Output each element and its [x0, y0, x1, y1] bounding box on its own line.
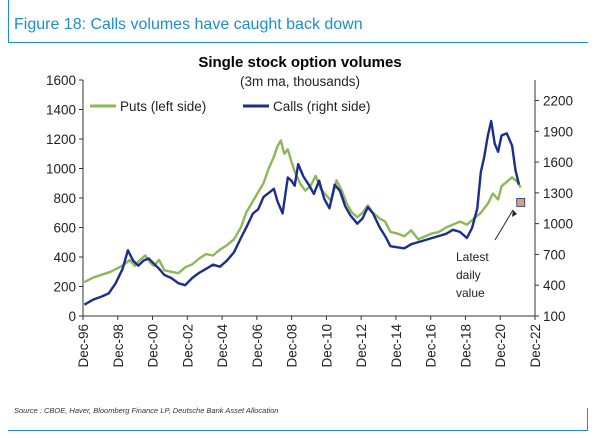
x-tick-label: Dec-14	[389, 324, 404, 368]
latest-daily-value-marker	[516, 198, 526, 207]
left-tick-label: 0	[68, 309, 76, 324]
frame-left-border	[8, 0, 9, 42]
x-tick-label: Dec-02	[180, 324, 195, 368]
right-tick-label: 1900	[543, 124, 573, 139]
x-tick-label: Dec-22	[528, 324, 543, 368]
right-tick-label: 1600	[543, 155, 573, 170]
frame-right-border	[587, 408, 588, 430]
left-tick-label: 1400	[46, 103, 76, 118]
right-tick-label: 700	[543, 247, 566, 262]
x-tick-label: Dec-08	[285, 324, 300, 368]
x-tick-label: Dec-12	[354, 324, 369, 368]
x-tick-label: Dec-16	[424, 324, 439, 368]
x-tick-label: Dec-10	[319, 324, 334, 368]
x-tick-label: Dec-04	[215, 324, 230, 368]
annotation-arrow-shaft	[494, 209, 514, 241]
legend-puts-label: Puts (left side)	[120, 99, 206, 114]
left-tick-label: 1600	[46, 73, 76, 88]
puts-series-line	[83, 139, 522, 284]
annotation-arrow-head	[512, 210, 518, 217]
x-tick-label: Dec-00	[146, 324, 161, 368]
left-tick-label: 1000	[46, 162, 76, 177]
annotation-line-3: value	[456, 286, 485, 300]
left-tick-label: 1200	[46, 132, 76, 147]
x-tick-label: Dec-20	[493, 324, 508, 368]
left-tick-label: 600	[53, 221, 76, 236]
x-tick-label: Dec-18	[458, 324, 473, 368]
left-tick-label: 400	[53, 250, 76, 265]
right-tick-label: 1300	[543, 186, 573, 201]
frame-top-border	[8, 42, 588, 43]
x-tick-label: Dec-98	[111, 324, 126, 368]
figure-title: Figure 18: Calls volumes have caught bac…	[14, 16, 363, 33]
chart-subtitle: (3m ma, thousands)	[240, 74, 360, 89]
right-tick-label: 100	[543, 309, 566, 324]
left-tick-label: 200	[53, 280, 76, 295]
x-tick-label: Dec-96	[76, 324, 91, 368]
calls-series-line	[83, 119, 521, 306]
frame-bottom-border	[8, 430, 588, 431]
chart-title: Single stock option volumes	[198, 54, 401, 71]
annotation-line-2: daily	[456, 268, 481, 282]
right-tick-label: 400	[543, 278, 566, 293]
right-tick-label: 2200	[543, 94, 573, 109]
source-note: Source : CBOE, Haver, Bloomberg Finance …	[14, 406, 279, 415]
annotation-line-1: Latest	[456, 250, 489, 264]
right-tick-label: 1000	[543, 217, 573, 232]
left-tick-label: 800	[53, 191, 76, 206]
legend-calls-label: Calls (right side)	[273, 99, 371, 114]
x-tick-label: Dec-06	[250, 324, 265, 368]
